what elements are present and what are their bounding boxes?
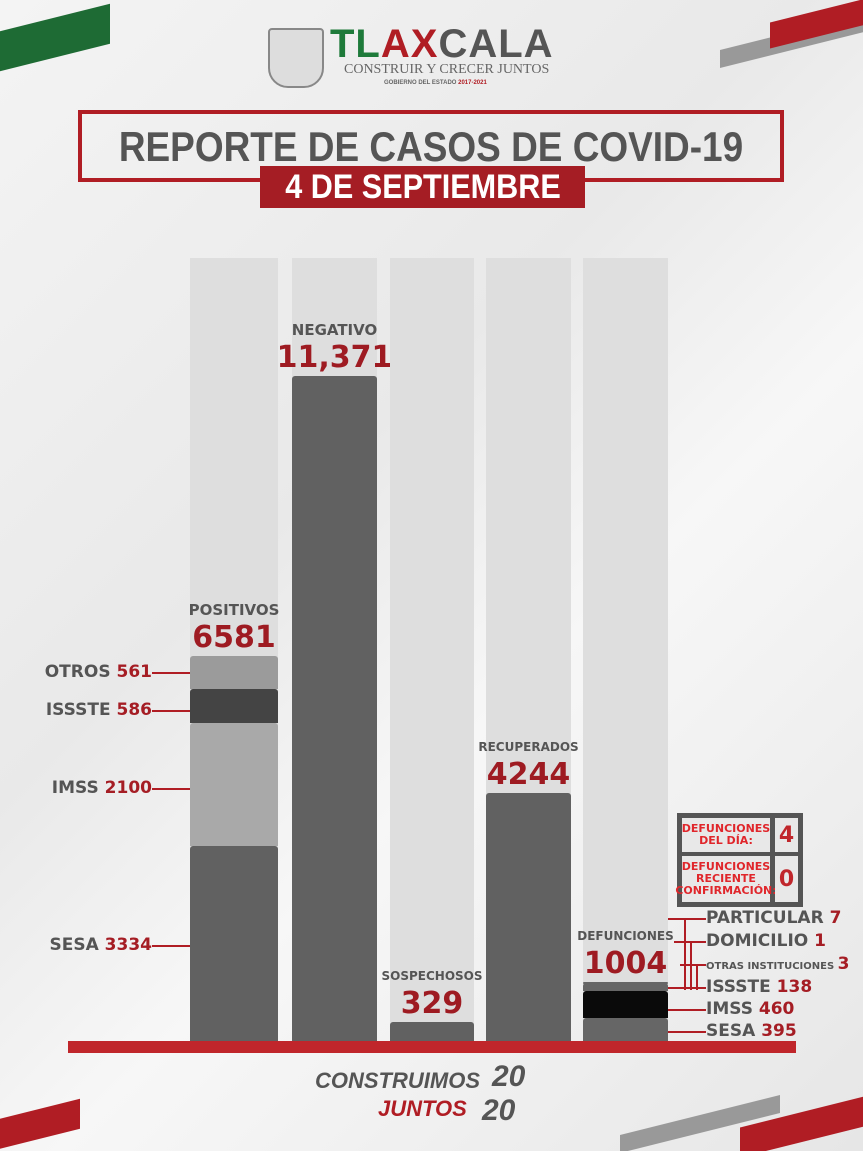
- annotation-sesa: SESA 395: [706, 1021, 797, 1041]
- deaths-day-value: 4: [775, 818, 798, 852]
- annotation-value: 561: [116, 662, 153, 682]
- annotation-otros: OTROS 561: [45, 662, 152, 682]
- annotation-leader-line: [668, 987, 706, 989]
- annotation-leader-line: [668, 918, 706, 920]
- bar-value-positivos: 6581: [192, 620, 276, 656]
- footer-line2: JUNTOS: [378, 1096, 467, 1121]
- bar-segment-positivos-sesa: [190, 846, 278, 1041]
- baseline-bar: [68, 1041, 796, 1053]
- report-date-box: 4 DE SEPTIEMBRE: [260, 166, 585, 208]
- bar-segment-positivos-issste: [190, 688, 278, 724]
- annotation-otras-instituciones: OTRAS INSTITUCIONES 3: [706, 954, 850, 977]
- annotation-leader-line: [152, 788, 190, 790]
- annotation-sesa: SESA 3334: [49, 935, 152, 955]
- bar-label-defunciones: DEFUNCIONES: [577, 929, 674, 944]
- coat-of-arms-icon: [268, 28, 324, 88]
- footer-year-bottom: 20: [482, 1094, 516, 1127]
- logo-text: TLAXCALA: [330, 22, 554, 66]
- government-line: GOBIERNO DEL ESTADO 2017-2021: [384, 80, 487, 86]
- annotation-value: 1: [814, 931, 826, 951]
- annotation-value: 460: [758, 999, 795, 1019]
- bar-segment-positivos-otros: [190, 656, 278, 689]
- bar-segment-positivos-imss: [190, 723, 278, 846]
- bar-segment-defunciones-imss: [583, 990, 668, 1018]
- bar-value-recuperados: 4244: [486, 756, 571, 792]
- bar-sospechosos: [390, 1021, 474, 1041]
- page-title: REPORTE DE CASOS DE COVID-19: [118, 123, 744, 170]
- annotation-leader-line: [680, 964, 706, 966]
- annotation-leader-line: [152, 672, 190, 674]
- bar-value-negativo: 11,371: [276, 340, 393, 375]
- annotation-domicilio: DOMICILIO 1: [706, 931, 826, 951]
- annotation-issste: ISSSTE 138: [706, 977, 812, 997]
- red-stripe-bottom: [0, 1098, 80, 1151]
- bar-negativo: [292, 376, 377, 1041]
- annotation-value: 586: [116, 700, 153, 720]
- deaths-day-label: DEFUNCIONES DEL DÍA:: [682, 818, 770, 852]
- annotation-label: ISSSTE: [706, 977, 771, 997]
- motto: CONSTRUIR Y CRECER JUNTOS: [344, 62, 550, 77]
- deaths-box: DEFUNCIONES DEL DÍA: 4 DEFUNCIONES RECIE…: [675, 813, 803, 907]
- annotation-label: ISSSTE: [45, 700, 111, 720]
- annotation-leader-line: [690, 941, 692, 990]
- annotation-label: IMSS: [706, 999, 753, 1019]
- annotation-value: 3334: [104, 935, 152, 955]
- bar-label-sospechosos: SOSPECHOSOS: [381, 968, 483, 983]
- annotation-issste: ISSSTE 586: [46, 700, 152, 720]
- footer-year-top: 20: [492, 1060, 526, 1093]
- annotation-particular: PARTICULAR 7: [706, 908, 841, 928]
- column-bg-sospechosos: [390, 258, 474, 1041]
- annotation-label: SESA: [706, 1021, 756, 1041]
- annotation-leader-line: [668, 1009, 706, 1011]
- annotation-value: 3: [837, 954, 850, 974]
- bar-label-positivos: POSITIVOS: [188, 601, 280, 620]
- annotation-leader-line: [696, 964, 698, 990]
- annotation-label: DOMICILIO: [706, 931, 809, 951]
- annotation-imss: IMSS 460: [706, 999, 794, 1019]
- annotation-leader-line: [152, 945, 190, 947]
- annotation-label: PARTICULAR: [706, 908, 824, 928]
- annotation-label: IMSS: [51, 778, 99, 798]
- bar-value-sospechosos: 329: [400, 985, 464, 1021]
- annotation-value: 2100: [104, 778, 152, 798]
- annotation-value: 7: [829, 908, 842, 928]
- bar-segment-defunciones-issste: [583, 982, 668, 991]
- green-stripe: [0, 3, 110, 77]
- annotation-label: OTRAS INSTITUCIONES: [706, 961, 835, 972]
- deaths-recent-value: 0: [775, 856, 798, 902]
- bar-recuperados: [486, 792, 571, 1041]
- annotation-leader-line: [668, 1031, 706, 1033]
- deaths-recent-label: DEFUNCIONES RECIENTE CONFIRMACIÓN:: [675, 856, 777, 902]
- annotation-imss: IMSS 2100: [52, 778, 152, 798]
- bar-segment-defunciones-sesa: [583, 1017, 668, 1041]
- bar-label-negativo: NEGATIVO: [291, 321, 378, 339]
- annotation-value: 138: [776, 977, 813, 997]
- bar-label-recuperados: RECUPERADOS: [478, 739, 579, 754]
- annotation-label: SESA: [49, 935, 99, 955]
- report-date: 4 DE SEPTIEMBRE: [284, 168, 561, 206]
- column-bg-defunciones: [583, 258, 668, 1041]
- annotation-leader-line: [152, 710, 190, 712]
- footer-line1: CONSTRUIMOS: [315, 1068, 480, 1093]
- tlaxcala-logo: TLAXCALA CONSTRUIR Y CRECER JUNTOS GOBIE…: [268, 22, 578, 88]
- annotation-value: 395: [761, 1021, 797, 1041]
- annotation-label: OTROS: [44, 662, 111, 682]
- annotation-leader-line: [684, 918, 686, 990]
- bar-value-defunciones: 1004: [583, 946, 668, 982]
